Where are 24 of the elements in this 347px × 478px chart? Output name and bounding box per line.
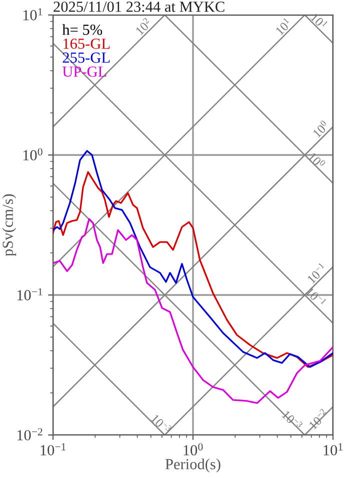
x-axis-title: Period(s)	[165, 458, 220, 472]
annotation: 10$^{−3}$	[150, 412, 172, 434]
annotation: 10$^{−2}$	[307, 408, 329, 430]
y-tick-label: 10$^{0}$	[23, 148, 42, 160]
text: UP-GL	[62, 66, 106, 77]
y-axis-title: pSv(cm/s)	[2, 194, 16, 256]
annotation: 10$^{−1}$	[306, 262, 328, 284]
legend-title: h= 5%	[62, 24, 102, 35]
chart-title: 2025/11/01 23:44 at MYKC	[54, 2, 224, 12]
y-tick-label: 10$^{1}$	[23, 8, 42, 20]
annotation: 10$^{1}$	[274, 17, 292, 36]
annotation: 10$^{−1}$	[305, 286, 327, 308]
y-tick-label: 10$^{−2}$	[17, 428, 42, 440]
annotation: 10$^{−3}$	[282, 409, 304, 431]
x-tick-label: 10$^{0}$	[184, 443, 203, 456]
annotation: 10$^{2}$	[134, 17, 152, 36]
x-tick-label: 10$^{1}$	[324, 443, 342, 456]
annotation: 10$^{0}$	[311, 120, 330, 138]
annotation: 10$^{0}$	[308, 151, 326, 170]
annotation: 10$^{1}$	[310, 12, 328, 30]
y-tick-label: 10$^{−1}$	[17, 288, 42, 300]
text: 255-GL	[62, 52, 110, 63]
x-tick-label: 10$^{−1}$	[40, 443, 66, 456]
text: 165-GL	[64, 38, 110, 49]
